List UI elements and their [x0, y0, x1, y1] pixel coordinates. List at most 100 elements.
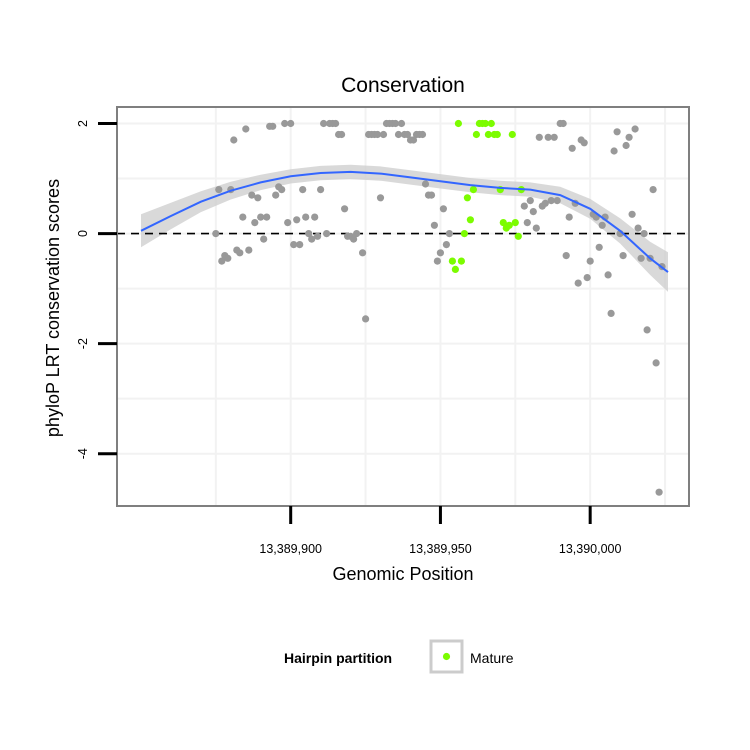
points-layer	[212, 119, 666, 496]
chart-title: Conservation	[341, 74, 465, 97]
data-point-other	[634, 224, 642, 232]
data-point-other	[526, 197, 534, 205]
data-point-other	[251, 219, 259, 227]
data-point-other	[439, 205, 447, 213]
data-point-other	[350, 235, 358, 243]
data-point-other	[574, 279, 582, 287]
data-point-other	[655, 488, 663, 496]
y-tick-label: -4	[76, 448, 90, 459]
data-point-other	[535, 133, 543, 141]
data-point-other	[242, 125, 250, 133]
confidence-ribbon	[141, 164, 668, 292]
data-point-other	[299, 186, 307, 194]
data-point-other	[418, 130, 427, 139]
x-tick-label: 13,389,900	[259, 542, 322, 556]
data-point-mature	[463, 194, 471, 202]
data-point-other	[269, 122, 277, 130]
data-point-other	[559, 119, 567, 128]
data-point-other	[598, 221, 606, 229]
confidence-ribbon-layer	[141, 164, 668, 292]
data-point-other	[302, 213, 310, 221]
data-point-other	[529, 208, 537, 216]
data-point-other	[430, 221, 438, 229]
x-axis: 13,389,900 13,389,950 13,390,000	[259, 506, 622, 556]
plot-panel	[116, 106, 690, 507]
data-point-other	[523, 219, 531, 227]
data-point-other	[532, 224, 540, 232]
data-point-mature	[460, 230, 468, 238]
data-point-other	[311, 213, 319, 221]
x-tick-label: 13,389,950	[409, 542, 472, 556]
data-point-other	[376, 194, 385, 202]
data-point-other	[442, 241, 450, 249]
data-point-other	[373, 130, 382, 139]
data-point-other	[550, 133, 558, 141]
data-point-mature	[451, 265, 459, 273]
data-point-other	[305, 230, 313, 238]
data-point-other	[272, 191, 280, 199]
data-point-other	[520, 202, 528, 210]
data-point-other	[586, 257, 594, 265]
data-point-other	[236, 249, 244, 257]
data-point-other	[640, 230, 648, 238]
data-point-other	[284, 219, 292, 227]
data-point-other	[625, 133, 633, 141]
data-point-other	[359, 249, 367, 257]
data-point-other	[610, 147, 618, 155]
data-point-other	[628, 210, 636, 218]
data-point-other	[362, 315, 370, 323]
data-point-mature	[508, 130, 516, 139]
data-point-other	[317, 186, 325, 194]
data-point-mature	[493, 130, 501, 139]
data-point-other	[281, 119, 289, 128]
data-point-other	[397, 119, 406, 128]
data-point-other	[293, 216, 301, 224]
data-point-other	[565, 213, 573, 221]
data-point-mature	[469, 186, 477, 194]
data-point-other	[553, 197, 561, 205]
data-point-mature	[481, 119, 489, 128]
panel-background	[117, 107, 689, 506]
data-point-mature	[448, 257, 456, 265]
legend-mature-marker	[442, 652, 451, 661]
data-point-other	[218, 257, 226, 265]
data-point-other	[409, 136, 418, 144]
data-point-other	[278, 186, 286, 194]
data-point-other	[544, 133, 552, 141]
data-point-other	[445, 230, 453, 238]
data-point-mature	[454, 119, 462, 128]
data-point-other	[212, 230, 220, 238]
data-point-other	[323, 230, 331, 238]
data-point-other	[637, 254, 645, 262]
data-point-other	[433, 257, 441, 265]
legend-key-box	[429, 639, 464, 674]
data-point-other	[263, 213, 271, 221]
data-point-other	[607, 309, 615, 317]
y-tick-label: 0	[76, 230, 90, 237]
data-point-mature	[484, 130, 492, 139]
data-point-other	[619, 252, 627, 260]
data-point-other	[341, 205, 349, 213]
data-point-other	[421, 180, 430, 188]
x-axis-label: Genomic Position	[332, 564, 473, 584]
legend-label-mature: Mature	[470, 650, 514, 666]
data-point-other	[257, 213, 265, 221]
data-point-other	[332, 119, 340, 128]
data-point-other	[287, 119, 295, 128]
data-point-other	[296, 241, 304, 249]
data-point-other	[541, 199, 549, 207]
data-point-other	[643, 326, 651, 334]
legend-title: Hairpin partition	[284, 650, 392, 666]
data-point-mature	[466, 216, 474, 224]
data-point-other	[604, 271, 612, 279]
data-point-other	[652, 359, 660, 367]
data-point-other	[595, 243, 603, 251]
data-point-other	[379, 130, 388, 139]
data-point-other	[353, 230, 361, 238]
y-axis-label: phyloP LRT conservation scores	[43, 179, 63, 437]
data-point-other	[622, 141, 630, 150]
y-tick-label: 2	[76, 120, 90, 127]
data-point-mature	[505, 221, 513, 229]
data-point-other	[254, 194, 262, 202]
y-tick-label: -2	[76, 338, 90, 349]
